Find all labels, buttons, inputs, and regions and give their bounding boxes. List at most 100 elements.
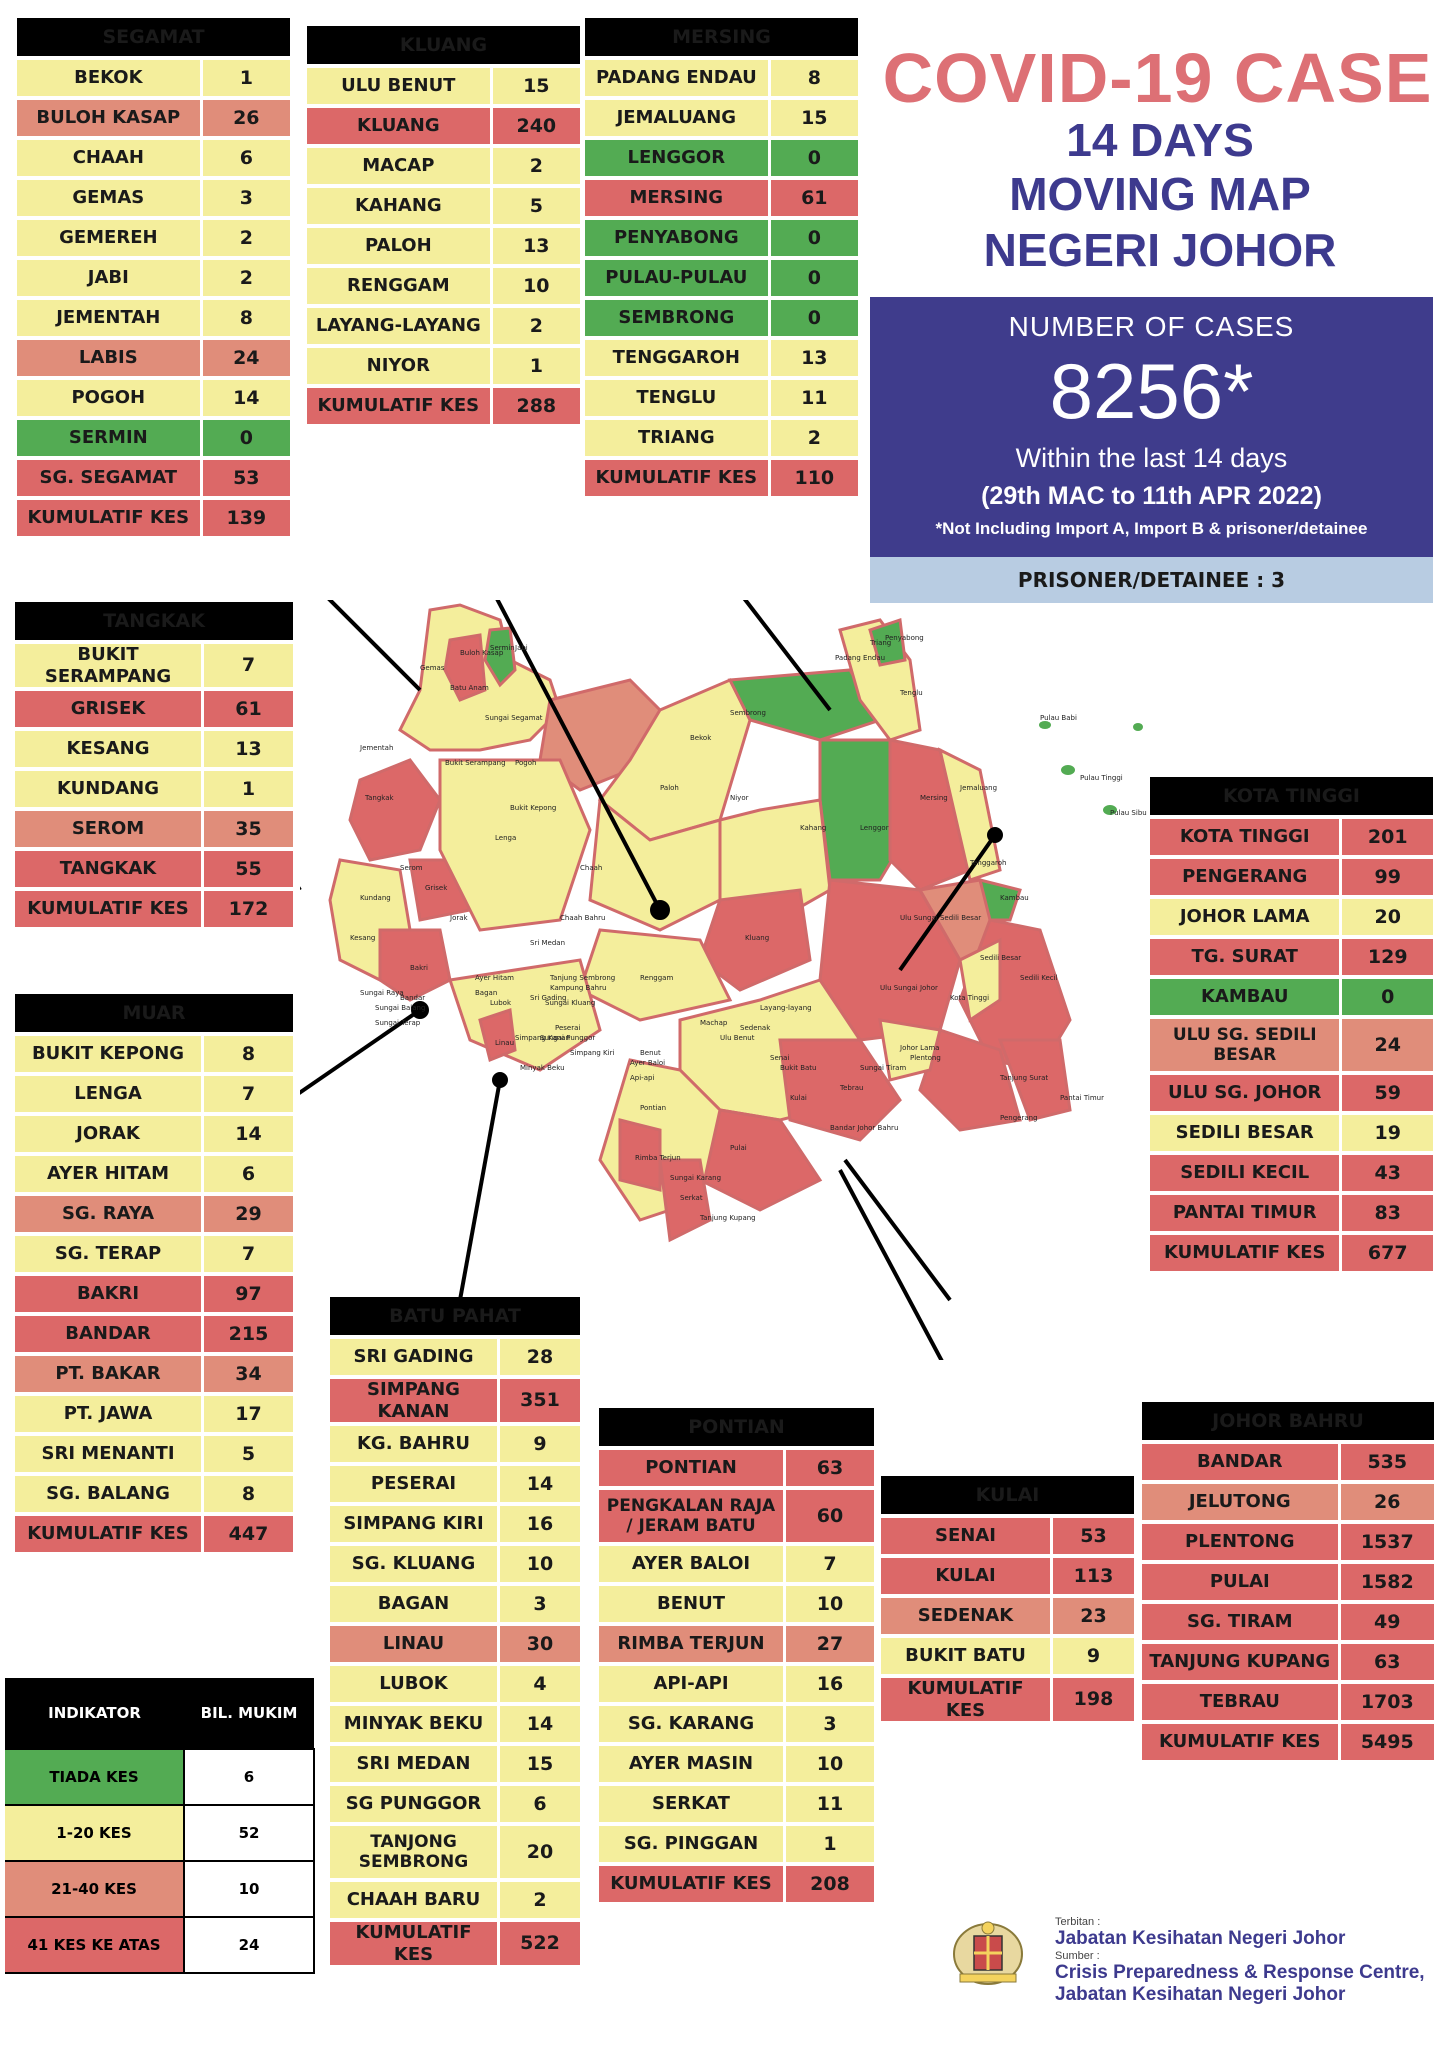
table-row: PULAI 1582 — [1142, 1564, 1434, 1600]
mukim-name: BANDAR — [1142, 1444, 1341, 1480]
map-label: Chaah — [580, 864, 602, 872]
map-label: Lenga — [495, 834, 516, 842]
table-row: JOHOR LAMA 20 — [1150, 899, 1433, 935]
footer-source-1: Crisis Preparedness & Response Centre, — [1055, 1962, 1425, 1983]
mukim-name: BUKIT BATU — [881, 1638, 1054, 1674]
case-count: 10 — [492, 268, 580, 304]
map-label: Kambau — [1000, 894, 1029, 902]
footer-source-2: Jabatan Kesihatan Negeri Johor — [1055, 1984, 1346, 2005]
case-count: 7 — [204, 1236, 293, 1272]
case-count: 240 — [492, 108, 580, 144]
mukim-name: PLENTONG — [1142, 1524, 1341, 1560]
connector-kota-tinggi — [898, 833, 997, 972]
map-label: Kulai — [790, 1094, 807, 1102]
case-count: 61 — [770, 180, 858, 216]
table-row: KUMULATIF KES 139 — [17, 500, 290, 536]
mukim-name: KAMBAU — [1150, 979, 1343, 1015]
case-count: 24 — [202, 340, 290, 376]
connector-dot — [492, 1072, 508, 1088]
table-row: GRISEK 61 — [15, 691, 293, 728]
table-row: KUMULATIF KES 522 — [330, 1922, 580, 1966]
mukim-name: JEMALUANG — [585, 100, 771, 136]
case-count: 535 — [1340, 1444, 1434, 1480]
mukim-name: SIMPANG KIRI — [330, 1506, 500, 1543]
table-row: SRI MEDAN 15 — [330, 1746, 580, 1783]
table-row: AYER HITAM 6 — [15, 1156, 293, 1192]
map-label: Pulau Babi — [1040, 714, 1077, 722]
mukim-name: SERKAT — [599, 1786, 786, 1822]
map-label: Sungai Tiram — [860, 1064, 906, 1072]
mukim-name: KLUANG — [307, 108, 493, 144]
table-row: KG. BAHRU 9 — [330, 1426, 580, 1463]
mukim-name: SEMBRONG — [585, 300, 771, 336]
map-lenga-jorak — [438, 758, 592, 932]
table-row: SRI GADING 28 — [330, 1339, 580, 1375]
table-row: LUBOK 4 — [330, 1666, 580, 1703]
legend-row: 1-20 KES 52 — [5, 1805, 315, 1862]
case-count: 8 — [204, 1036, 293, 1072]
map-label: Triang — [869, 639, 891, 647]
map-pengerang — [918, 1028, 1022, 1132]
case-count: 14 — [500, 1706, 580, 1743]
table-row: LENGGOR 0 — [585, 140, 858, 176]
table-row: KAHANG 5 — [307, 188, 580, 224]
mukim-name: SEDENAK — [881, 1598, 1054, 1634]
table-row: TENGLU 11 — [585, 380, 858, 416]
case-count: 1 — [786, 1826, 874, 1862]
table-row: GEMAS 3 — [17, 180, 290, 216]
mukim-name: SEROM — [15, 811, 205, 848]
map-label: Tanjung Surat — [999, 1074, 1048, 1082]
map-tangkak — [348, 758, 442, 862]
table-row: PENGKALAN RAJA / JERAM BATU 60 — [599, 1490, 874, 1542]
mukim-name: AYER HITAM — [15, 1156, 205, 1192]
table-row: RENGGAM 10 — [307, 268, 580, 304]
case-count: 20 — [500, 1826, 580, 1879]
mukim-name: ULU SG. JOHOR — [1150, 1075, 1343, 1111]
map-label: Bukit Serampang — [445, 759, 506, 767]
mukim-name: PENGKALAN RAJA / JERAM BATU — [599, 1490, 786, 1542]
case-count: 30 — [500, 1626, 580, 1663]
district-header: JOHOR BAHRU — [1142, 1402, 1434, 1440]
table-row: SEDENAK 23 — [881, 1598, 1134, 1634]
case-count: 4 — [500, 1666, 580, 1703]
table-row: PLENTONG 1537 — [1142, 1524, 1434, 1560]
mukim-name: TANGKAK — [15, 851, 205, 888]
mukim-name: KUMULATIF KES — [17, 500, 203, 536]
table-row: SG. KARANG 3 — [599, 1706, 874, 1742]
table-row: KAMBAU 0 — [1150, 979, 1433, 1015]
table-row: ULU BENUT 15 — [307, 68, 580, 104]
mukim-name: GEMAS — [17, 180, 203, 216]
mukim-name: MACAP — [307, 148, 493, 184]
table-row: LINAU 30 — [330, 1626, 580, 1663]
case-count: 1 — [204, 771, 293, 808]
mukim-name: TEBRAU — [1142, 1684, 1341, 1720]
table-row: ULU SG. SEDILI BESAR 24 — [1150, 1019, 1433, 1071]
map-label: Ulu Sungai Sedili Besar — [900, 914, 981, 922]
table-row: SG. PINGGAN 1 — [599, 1826, 874, 1862]
mukim-name: SG. TERAP — [15, 1236, 205, 1272]
connector-dot — [411, 1001, 429, 1019]
case-count: 288 — [492, 388, 580, 424]
mukim-name: LINAU — [330, 1626, 500, 1663]
mukim-name: SRI GADING — [330, 1339, 500, 1375]
mukim-name: TANJUNG KUPANG — [1142, 1644, 1341, 1680]
case-count: 27 — [786, 1626, 874, 1662]
mukim-name: JABI — [17, 260, 203, 296]
map-label: Simpang Kiri — [570, 1049, 614, 1057]
case-count: 1582 — [1340, 1564, 1434, 1600]
case-count: 16 — [786, 1666, 874, 1702]
mukim-name: SG. KLUANG — [330, 1546, 500, 1583]
map-label: Senai — [770, 1054, 789, 1062]
map-label: Tenglu — [899, 689, 923, 697]
mukim-name: PANTAI TIMUR — [1150, 1195, 1343, 1231]
table-row: PENGERANG 99 — [1150, 859, 1433, 895]
table-row: KESANG 13 — [15, 731, 293, 768]
case-count: 13 — [770, 340, 858, 376]
map-label: Sedenak — [740, 1024, 771, 1032]
case-count: 5495 — [1340, 1724, 1434, 1760]
legend-table: INDIKATOR BIL. MUKIM TIADA KES 6 1-20 KES 5… — [5, 1678, 315, 1974]
map-label: Sermin — [490, 644, 515, 652]
table-row: JEMENTAH 8 — [17, 300, 290, 336]
map-label: Benut — [640, 1049, 661, 1057]
case-count: 6 — [500, 1786, 580, 1823]
